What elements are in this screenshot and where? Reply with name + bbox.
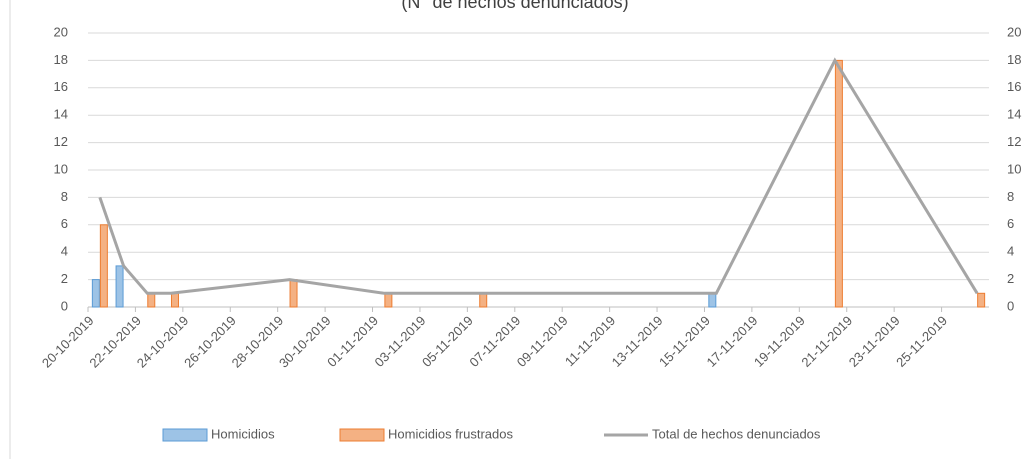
y-tick-label: 18 — [54, 52, 68, 67]
y2-tick-label: 6 — [1007, 216, 1014, 231]
legend-label: Homicidios frustrados — [388, 426, 513, 441]
bar — [115, 265, 124, 308]
y-tick-label: 6 — [61, 216, 68, 231]
y-tick-label: 2 — [61, 271, 68, 286]
y-tick-label: 4 — [61, 244, 68, 259]
y2-tick-label: 16 — [1007, 79, 1021, 94]
bar — [289, 279, 298, 308]
y-tick-label: 20 — [54, 24, 68, 39]
y2-tick-label: 10 — [1007, 161, 1021, 176]
line — [98, 57, 979, 295]
bar — [384, 292, 393, 308]
x-tick-label: 09-11-2019 — [514, 313, 571, 370]
legend-label: Homicidios — [211, 426, 275, 441]
x-tick-label: 30-10-2019 — [276, 313, 334, 371]
chart-title: (N° de hechos denunciados) — [401, 0, 628, 12]
y-tick-label: 0 — [61, 298, 68, 313]
y-tick-label: 14 — [54, 107, 68, 122]
y2-tick-label: 12 — [1007, 134, 1021, 149]
bar — [99, 224, 108, 308]
bar — [708, 292, 717, 308]
legend-swatch — [162, 428, 208, 442]
y2-tick-label: 0 — [1007, 298, 1014, 313]
bar — [834, 59, 843, 308]
y2-tick-label: 2 — [1007, 271, 1014, 286]
y2-tick-label: 8 — [1007, 189, 1014, 204]
y2-tick-label: 14 — [1007, 107, 1021, 122]
y-tick-label: 10 — [54, 161, 68, 176]
bar — [147, 292, 156, 308]
x-tick-label: 25-11-2019 — [893, 313, 950, 370]
bar — [91, 279, 100, 308]
legend-label: Total de hechos denunciados — [652, 426, 821, 441]
bar — [479, 292, 488, 308]
y-tick-label: 8 — [61, 189, 68, 204]
y-tick-label: 16 — [54, 79, 68, 94]
legend-swatch — [339, 428, 385, 442]
y2-tick-label: 18 — [1007, 52, 1021, 67]
y-tick-label: 12 — [54, 134, 68, 149]
bar — [977, 292, 986, 308]
y2-tick-label: 4 — [1007, 244, 1014, 259]
y2-tick-label: 20 — [1007, 24, 1021, 39]
bar — [170, 292, 179, 308]
